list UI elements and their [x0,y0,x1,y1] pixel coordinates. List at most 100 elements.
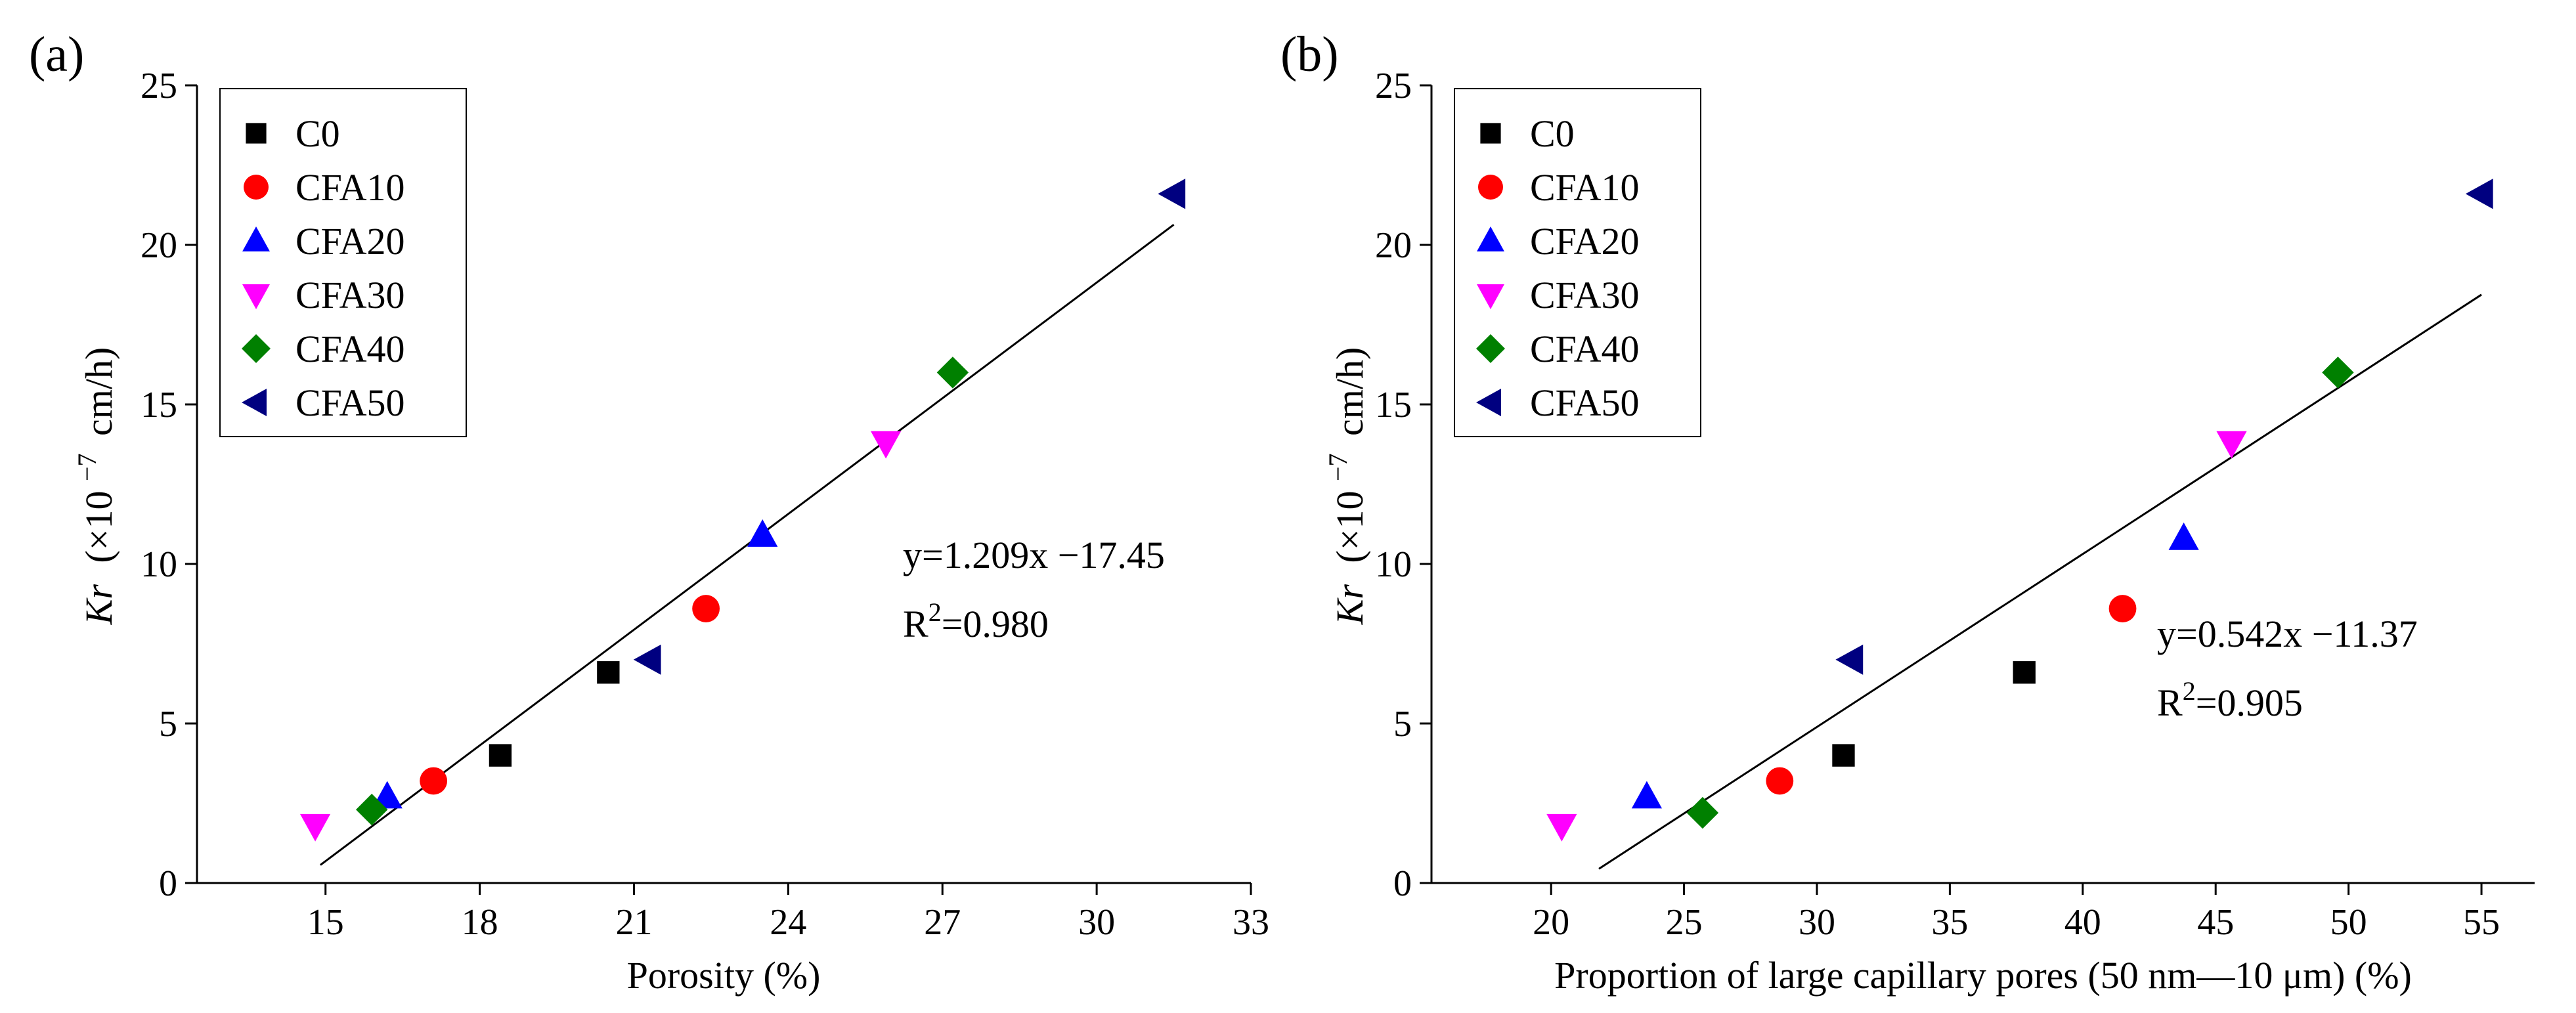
y-tick-label: 0 [1393,863,1412,904]
panel-b-y-axis-title-exp: −7 [1323,453,1353,481]
point-c0-2 [2013,661,2036,684]
point-cfa10-2 [692,595,720,622]
y-tick-label: 10 [1375,544,1412,585]
panel-b-equation: y=0.542x −11.37 [2157,613,2418,655]
point-cfa50-1 [633,644,661,675]
panel-a-y-axis-title-main: Kr [77,584,120,626]
point-cfa50-2 [2465,179,2493,209]
point-c0-1 [1832,744,1855,767]
panel-a-y-axis-title-exp: −7 [72,453,102,481]
y-tick-label: 0 [159,863,177,904]
panel-a-y-axis-title-unit: (×10 [77,491,120,563]
y-tick-label: 25 [141,66,177,106]
y-tick-label: 5 [1393,704,1412,744]
panel-b-y-axis-title-tail: cm/h) [1328,347,1371,436]
panel-b-legend-items: C0 CFA10 CFA20 CFA30 CFA40 CFA50 [1476,112,1640,424]
legend-label-cfa30: CFA30 [1530,274,1640,316]
panel-a-legend [219,88,467,437]
panel-b-x-axis-title: Proportion of large capillary pores (50 … [1554,954,2412,997]
y-tick-label: 15 [1375,385,1412,425]
panel-b-points [1546,179,2493,842]
x-tick-label: 18 [462,902,498,943]
point-cfa30-2 [871,431,902,459]
y-tick-label: 25 [1375,66,1412,106]
x-tick-label: 20 [1533,902,1569,943]
point-c0-2 [597,661,620,684]
panel-b-r2-exp: 2 [2183,676,2196,706]
panel-a-x-axis-title: Porosity (%) [627,954,821,997]
point-cfa30-1 [299,813,331,842]
x-tick-label: 15 [307,902,344,943]
panel-b-y-axis-title-unit: (×10 [1328,491,1371,563]
legend-label-c0: C0 [295,112,340,155]
x-tick-label: 55 [2463,902,2500,943]
point-cfa40-2 [2322,356,2354,389]
legend-label-cfa10: CFA10 [295,166,405,209]
point-cfa20-1 [372,781,403,809]
x-tick-label: 35 [1931,902,1968,943]
point-cfa10-1 [420,767,448,795]
x-tick-label: 21 [615,902,652,943]
panel-b-r2-value: =0.905 [2196,681,2303,724]
panel-a-legend-items: C0 CFA10 CFA20 CFA30 CFA40 CFA50 [242,112,405,424]
y-tick-label: 5 [159,704,177,744]
panel-a-equation: y=1.209x −17.45 [903,534,1165,576]
panel-a-r2-exp: 2 [928,597,942,627]
panel-a-points [299,179,1186,842]
legend-label-cfa50: CFA50 [1530,381,1640,424]
panel-b-label: (b) [1280,27,1339,82]
y-tick-label: 15 [141,385,177,425]
panel-a-r2-prefix: R [903,603,928,645]
panel-a-r2: R2=0.980 [903,597,1049,645]
point-cfa50-2 [1158,179,1186,209]
legend-marker-cfa30 [242,284,270,309]
legend-marker-cfa20 [242,226,270,251]
panel-a-y-ticks: 0 5 10 15 20 25 [141,66,197,904]
point-cfa20-1 [1631,781,1663,809]
legend-marker-cfa50 [242,389,267,416]
y-tick-label: 20 [141,225,177,266]
panel-b-y-axis-title-main: Kr [1328,584,1371,626]
panel-a-r2-value: =0.980 [942,603,1049,645]
x-tick-label: 30 [1799,902,1835,943]
point-cfa20-2 [2168,522,2199,550]
legend-label-cfa50: CFA50 [295,381,405,424]
panel-a-y-axis-title-tail: cm/h) [77,347,120,436]
panel-a: (a) 15 18 21 24 27 30 33 0 5 10 15 20 25 Kr (×10 −7… [29,27,1269,997]
panel-a-x-ticks: 15 18 21 24 27 30 33 [307,883,1269,943]
legend-label-cfa20: CFA20 [1530,220,1640,263]
legend-marker-cfa40 [1476,334,1505,363]
x-tick-label: 50 [2330,902,2367,943]
x-tick-label: 45 [2197,902,2234,943]
panel-b-legend [1454,88,1701,437]
legend-marker-cfa30 [1477,284,1504,309]
point-cfa10-2 [2108,595,2137,622]
y-tick-label: 20 [1375,225,1412,266]
legend-marker-cfa20 [1477,226,1504,251]
legend-marker-cfa10 [244,175,269,200]
legend-label-cfa40: CFA40 [1530,328,1640,370]
point-cfa40-1 [1686,796,1719,829]
point-cfa10-1 [1766,767,1794,795]
point-cfa30-2 [2216,431,2247,459]
point-c0-1 [489,744,512,767]
panel-b-y-axis-title: Kr (×10 −7 cm/h) [1313,347,1371,626]
point-cfa40-1 [355,794,388,826]
panel-a-y-axis-title: Kr (×10 −7 cm/h) [62,347,120,626]
panel-b-x-ticks: 20 25 30 35 40 45 50 55 [1533,883,2500,943]
legend-marker-cfa10 [1478,175,1503,200]
point-cfa40-2 [936,356,969,389]
panel-b-fit-line [1598,293,2482,870]
x-tick-label: 40 [2064,902,2101,943]
point-cfa20-2 [747,519,778,547]
legend-marker-c0 [1480,123,1501,144]
point-cfa50-1 [1835,644,1864,675]
y-tick-label: 10 [141,544,177,585]
x-tick-label: 27 [924,902,961,943]
legend-label-c0: C0 [1530,112,1575,155]
legend-marker-cfa50 [1476,389,1501,416]
x-tick-label: 24 [770,902,806,943]
point-cfa30-1 [1546,813,1577,842]
panel-b-r2: R2=0.905 [2157,676,2303,724]
